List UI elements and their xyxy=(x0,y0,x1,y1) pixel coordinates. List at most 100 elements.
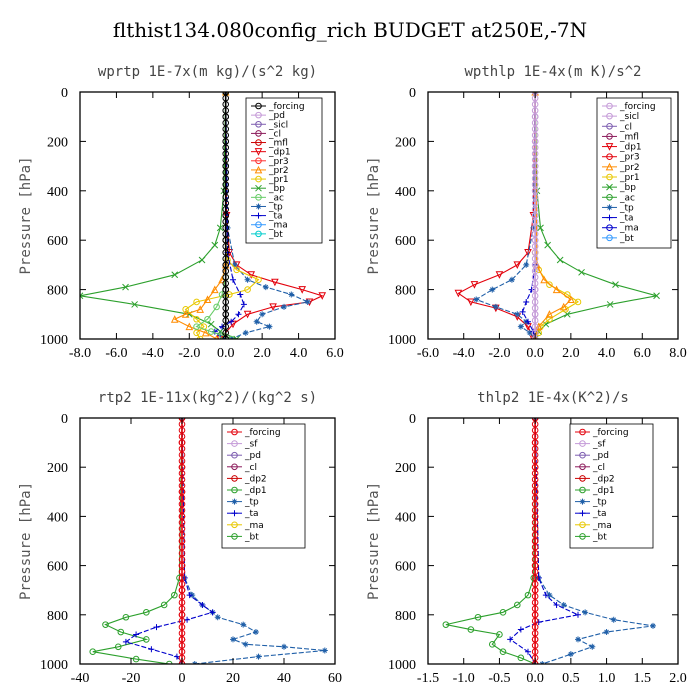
series-line-ac xyxy=(195,92,232,339)
data-point-forcing xyxy=(531,113,539,120)
y-tick-label: 1000 xyxy=(40,333,68,348)
data-point-forcing xyxy=(531,193,539,201)
data-point-forcing xyxy=(531,218,539,225)
data-point-dp1 xyxy=(467,626,475,633)
y-axis-label: Pressure [hPa] xyxy=(366,156,382,274)
data-point-tp xyxy=(214,614,221,621)
data-point-forcing xyxy=(222,162,230,170)
legend-marker xyxy=(231,521,238,529)
data-point-forcing xyxy=(178,636,186,643)
data-point-forcing xyxy=(531,525,539,533)
data-point-tp xyxy=(259,311,266,318)
data-point-forcing xyxy=(531,144,539,151)
y-tick-label: 200 xyxy=(47,135,68,150)
legend-box xyxy=(245,97,323,244)
y-tick-label: 0 xyxy=(61,86,68,101)
data-point-forcing xyxy=(531,617,539,625)
data-point-ta xyxy=(199,601,206,608)
x-tick-label: -6.0 xyxy=(417,346,439,361)
data-point-forcing xyxy=(531,543,539,551)
data-point-forcing xyxy=(178,562,186,569)
data-point-pr1 xyxy=(546,315,553,323)
data-point-pr2 xyxy=(534,322,543,331)
data-point-pr2 xyxy=(540,275,548,284)
data-point-forcing xyxy=(178,642,186,649)
data-point-forcing xyxy=(531,304,539,312)
data-point-tp xyxy=(240,621,247,628)
series-line-ta xyxy=(509,418,580,664)
data-point-tp xyxy=(575,636,581,643)
data-point-forcing xyxy=(178,494,186,502)
data-point-ta xyxy=(219,323,226,330)
panel-title: thlp2 1E-4x(K^2)/s xyxy=(477,390,629,406)
data-point-forcing xyxy=(222,273,230,281)
data-point-forcing xyxy=(531,101,539,108)
data-point-tp xyxy=(526,329,533,336)
plot-frame xyxy=(427,91,679,340)
data-point-tp xyxy=(255,653,262,660)
data-point-ta xyxy=(184,616,191,623)
data-point-pr2 xyxy=(170,315,179,323)
legend-label: _bt xyxy=(592,532,607,542)
data-point-forcing xyxy=(178,476,186,483)
data-point-bp xyxy=(207,320,215,328)
data-point-forcing xyxy=(531,531,539,539)
data-point-forcing xyxy=(531,138,539,145)
data-point-ta xyxy=(523,298,530,305)
data-point-pr1 xyxy=(244,286,251,293)
data-point-dp1 xyxy=(122,613,130,621)
legend-label: _sf xyxy=(244,440,258,450)
data-point-ta xyxy=(133,631,140,638)
data-point-ta xyxy=(575,611,581,618)
data-point-forcing xyxy=(222,187,230,195)
data-point-dp1 xyxy=(442,621,450,628)
x-tick-label: -0.5 xyxy=(488,671,510,686)
data-point-forcing xyxy=(222,101,230,108)
data-point-forcing xyxy=(531,482,539,489)
data-point-forcing xyxy=(178,451,186,459)
legend-label: _mfl xyxy=(268,139,288,149)
data-point-tp xyxy=(242,329,249,336)
data-point-dp1 xyxy=(89,648,97,656)
data-point-tp xyxy=(489,286,496,293)
legend-marker xyxy=(605,162,614,171)
data-point-dp1 xyxy=(269,303,277,312)
x-tick-label: 0.0 xyxy=(217,346,235,361)
x-tick-label: -6.0 xyxy=(105,346,127,361)
series-line-tp xyxy=(181,418,325,664)
legend-label: _ma xyxy=(592,521,612,531)
data-point-forcing xyxy=(531,125,539,133)
legend-label: _tp xyxy=(244,498,259,508)
legend-marker xyxy=(606,224,613,232)
data-point-forcing xyxy=(178,525,186,533)
panel-1: wprtp 1E-7x(m kg)/(s^2 kg) Pressure [hPa]… xyxy=(18,64,344,361)
data-point-forcing xyxy=(531,107,539,114)
data-point-dp1 xyxy=(247,271,256,279)
legend-label: _forcing xyxy=(244,428,281,438)
legend-marker xyxy=(579,498,586,505)
data-point-forcing xyxy=(531,150,539,158)
data-point-forcing xyxy=(531,506,539,514)
legend-label: _tp xyxy=(592,498,607,508)
x-tick-label: -1.0 xyxy=(453,671,475,686)
legend-marker xyxy=(606,214,613,221)
data-point-forcing xyxy=(531,433,539,440)
data-point-forcing xyxy=(222,168,230,176)
y-tick-label: 0 xyxy=(409,412,416,427)
x-tick-label: 40 xyxy=(277,671,291,686)
data-point-tp xyxy=(266,323,273,330)
data-point-pr1 xyxy=(226,291,233,298)
data-point-tp xyxy=(231,261,238,268)
data-point-dp1 xyxy=(102,621,109,628)
legend-marker xyxy=(255,221,262,229)
legend-marker xyxy=(255,130,262,137)
legend-label: _pr1 xyxy=(268,175,289,185)
series-line-pr2 xyxy=(173,92,227,339)
data-point-tp xyxy=(242,641,249,648)
data-point-forcing xyxy=(222,311,230,318)
data-point-forcing xyxy=(531,261,539,269)
data-point-ta xyxy=(240,301,247,308)
data-point-forcing xyxy=(531,494,539,502)
data-point-pr2 xyxy=(203,295,212,303)
legend-label: _ma xyxy=(619,224,639,234)
